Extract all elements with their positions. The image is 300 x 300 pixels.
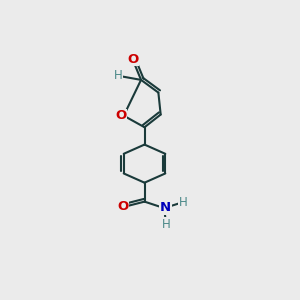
Text: O: O	[127, 52, 139, 66]
Text: N: N	[160, 201, 171, 214]
Text: H: H	[162, 218, 171, 231]
Text: O: O	[115, 109, 127, 122]
Text: H: H	[178, 196, 187, 209]
Text: H: H	[114, 69, 122, 82]
Text: O: O	[117, 200, 128, 213]
